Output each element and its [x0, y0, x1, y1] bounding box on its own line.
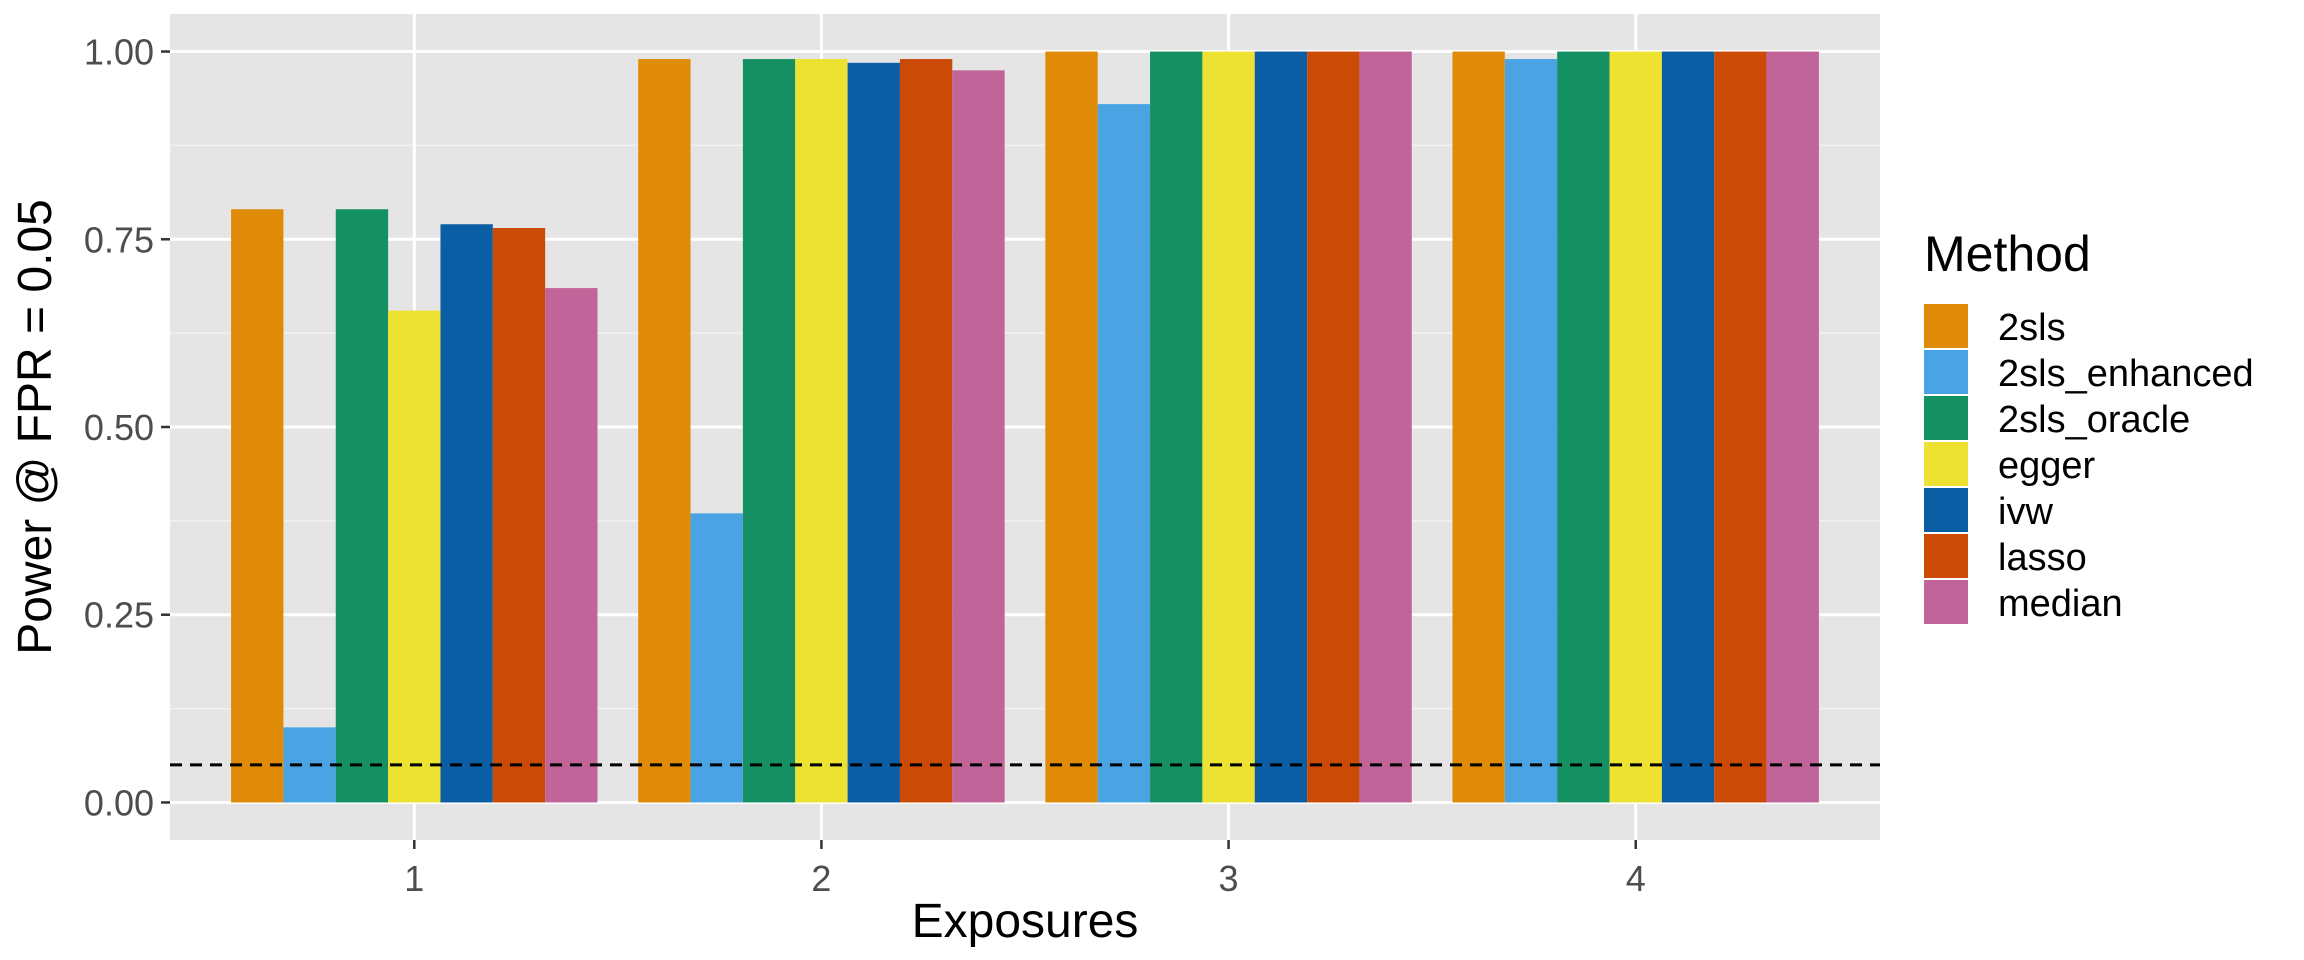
bar-2sls-3 — [1045, 51, 1098, 803]
legend-key-2sls_oracle — [1924, 396, 1968, 440]
bar-2sls_enhanced-2 — [690, 513, 743, 803]
bar-egger-1 — [388, 310, 441, 803]
bar-2sls-4 — [1452, 51, 1505, 803]
bar-ivw-3 — [1254, 51, 1308, 803]
bar-lasso-3 — [1307, 51, 1360, 803]
legend-key-2sls — [1924, 304, 1968, 348]
legend-key-median — [1924, 580, 1968, 624]
bar-egger-4 — [1609, 51, 1662, 803]
legend-label-2sls_oracle: 2sls_oracle — [1998, 399, 2190, 441]
bar-2sls_oracle-3 — [1150, 51, 1203, 803]
x-tick-label: 3 — [1219, 858, 1239, 899]
bar-2sls_enhanced-3 — [1097, 104, 1151, 803]
legend-title: Method — [1924, 226, 2091, 282]
y-tick-label: 0.75 — [84, 219, 154, 260]
y-tick-label: 0.00 — [84, 782, 154, 823]
legend-key-lasso — [1924, 534, 1968, 578]
bar-lasso-4 — [1714, 51, 1767, 803]
x-tick-label: 2 — [811, 858, 831, 899]
bar-median-4 — [1766, 51, 1819, 803]
bar-egger-3 — [1202, 51, 1255, 803]
bar-median-2 — [952, 70, 1005, 803]
legend-key-2sls_enhanced — [1924, 350, 1968, 394]
bar-2sls_oracle-4 — [1557, 51, 1610, 803]
x-tick-label: 1 — [404, 858, 424, 899]
y-tick-label: 1.00 — [84, 32, 154, 73]
legend-key-egger — [1924, 442, 1968, 486]
bar-lasso-1 — [492, 228, 546, 803]
bar-2sls_enhanced-4 — [1504, 59, 1558, 803]
legend-label-egger: egger — [1998, 445, 2096, 487]
legend-label-2sls_enhanced: 2sls_enhanced — [1998, 353, 2254, 395]
bar-lasso-2 — [899, 59, 953, 803]
bar-ivw-1 — [440, 224, 493, 803]
bar-2sls-2 — [638, 59, 691, 803]
y-axis: 0.00 0.25 0.50 0.75 1.00 — [84, 32, 170, 823]
y-tick-label: 0.25 — [84, 595, 154, 636]
legend: Method 2sls2sls_enhanced2sls_oracleegger… — [1924, 226, 2254, 625]
legend-label-median: median — [1998, 583, 2123, 625]
bar-median-3 — [1359, 51, 1412, 803]
bar-2sls_oracle-1 — [335, 209, 389, 803]
bar-median-1 — [545, 288, 598, 803]
y-tick-label: 0.50 — [84, 407, 154, 448]
legend-label-lasso: lasso — [1998, 537, 2087, 579]
y-axis-title: Power @ FPR = 0.05 — [9, 199, 62, 655]
bar-ivw-2 — [847, 62, 900, 803]
x-axis: 1 2 3 4 — [404, 840, 1646, 899]
bar-2sls-1 — [231, 209, 284, 803]
legend-label-ivw: ivw — [1998, 491, 2053, 533]
bar-egger-2 — [795, 59, 848, 803]
bar-2sls_oracle-2 — [742, 59, 796, 803]
x-axis-title: Exposures — [912, 895, 1139, 948]
x-tick-label: 4 — [1626, 858, 1646, 899]
legend-label-2sls: 2sls — [1998, 307, 2066, 349]
bar-ivw-4 — [1661, 51, 1715, 803]
legend-key-ivw — [1924, 488, 1968, 532]
bars — [231, 51, 1819, 803]
